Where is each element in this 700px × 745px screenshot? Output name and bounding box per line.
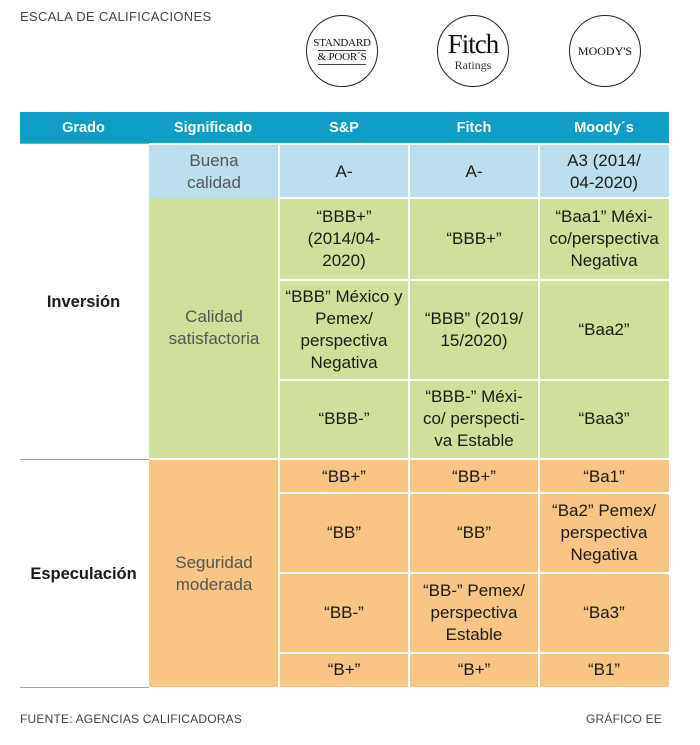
rating-cell: “BB” — [409, 493, 539, 573]
rating-cell: “BB-” — [279, 573, 409, 653]
header-moodys: Moody´s — [539, 112, 669, 143]
grid-divider — [279, 197, 669, 199]
fitch-ratings-logo: Fitch Ratings — [437, 15, 509, 87]
grid-divider — [279, 492, 669, 494]
standard-and-poors-logo: STANDARD & POOR´S — [306, 15, 378, 87]
rating-cell: “BB+” — [409, 460, 539, 493]
rating-cell: “B1” — [539, 653, 669, 687]
rating-cell: “Baa2” — [539, 280, 669, 380]
meaning-calidad-satisfactoria: Calidad satisfactoria — [149, 198, 279, 458]
rating-cell: A- — [409, 145, 539, 198]
grid-divider — [279, 279, 669, 281]
rating-cell: “BBB-” Méxi- co/ perspecti- va Estable — [409, 380, 539, 458]
rating-cell: “BB+” — [279, 460, 409, 493]
sp-logo-line-1: STANDARD — [313, 37, 371, 49]
header-grado: Grado — [20, 112, 147, 143]
grid-divider — [538, 145, 540, 687]
moodys-logo-text: MOODY'S — [577, 43, 633, 58]
rating-cell: “Baa3” — [539, 380, 669, 458]
section-rule — [20, 459, 149, 460]
rating-cell: “B+” — [279, 653, 409, 687]
meaning-seguridad-moderada: Seguridad moderada — [149, 460, 279, 687]
header-fitch: Fitch — [409, 112, 539, 143]
rating-cell: “B+” — [409, 653, 539, 687]
rating-cell: A- — [279, 145, 409, 198]
rating-cell: “BBB” México y Pemex/ perspectiva Negati… — [279, 280, 409, 380]
grid-divider — [408, 145, 410, 687]
credit-note: GRÁFICO EE — [585, 712, 662, 726]
rating-cell: “BBB+” — [409, 198, 539, 280]
source-note: FUENTE: AGENCIAS CALIFICADORAS — [20, 712, 243, 726]
header-sp: S&P — [279, 112, 409, 143]
fitch-logo-main: Fitch — [447, 29, 500, 59]
chart-title: ESCALA DE CALIFICACIONES — [20, 9, 212, 24]
grid-divider — [279, 652, 669, 654]
rating-cell: “BBB” (2019/ 15/2020) — [409, 280, 539, 380]
section-rule — [20, 687, 149, 688]
header-significado: Significado — [147, 112, 279, 143]
grade-inversion: Inversión — [46, 292, 121, 311]
grade-especulacion: Especulación — [30, 564, 137, 583]
rating-cell: “BB-” Pemex/ perspectiva Estable — [409, 573, 539, 653]
moodys-logo: MOODY'S — [569, 15, 641, 87]
rating-cell: “BB” — [279, 493, 409, 573]
grid-divider — [278, 145, 280, 687]
rating-cell: A3 (2014/ 04-2020) — [539, 145, 669, 198]
grid-divider — [279, 572, 669, 574]
rating-cell: “Baa1” Méxi- co/perspectiva Negativa — [539, 198, 669, 280]
rating-cell: “BBB-” — [279, 380, 409, 458]
rating-cell: “Ba1” — [539, 460, 669, 493]
section-rule — [20, 143, 149, 144]
rating-cell: “Ba2” Pemex/ perspectiva Negativa — [539, 493, 669, 573]
meaning-buena-calidad: Buena calidad — [149, 145, 279, 198]
fitch-logo-sub: Ratings — [454, 58, 492, 72]
rating-cell: “Ba3” — [539, 573, 669, 653]
grid-divider — [279, 379, 669, 381]
sp-logo-line-2: & POOR´S — [317, 50, 367, 65]
rating-cell: “BBB+” (2014/04- 2020) — [279, 198, 409, 280]
